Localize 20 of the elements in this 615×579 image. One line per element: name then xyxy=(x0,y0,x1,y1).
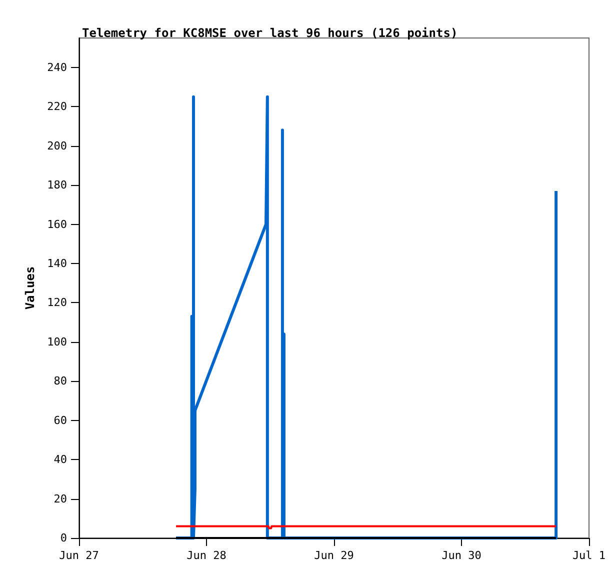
y-tick-label: 200 xyxy=(47,139,67,152)
y-tick-label: 60 xyxy=(54,414,67,427)
x-tick-label: Jul 1 xyxy=(572,549,606,562)
y-tick-label: 160 xyxy=(47,218,67,231)
chart-title: Telemetry for KC8MSE over last 96 hours (126 points) xyxy=(82,26,458,40)
y-tick-label: 80 xyxy=(54,374,67,388)
x-tick-label: Jun 29 xyxy=(314,549,354,562)
x-tick-label: Jun 30 xyxy=(442,549,482,562)
x-tick-label: Jun 28 xyxy=(186,549,226,562)
y-axis-title: Values xyxy=(23,266,38,310)
x-tick-label: Jun 27 xyxy=(59,549,99,562)
y-tick-label: 240 xyxy=(47,60,67,74)
y-tick-label: 180 xyxy=(47,178,67,192)
y-tick-label: 20 xyxy=(54,492,67,506)
y-tick-label: 100 xyxy=(47,335,67,348)
y-tick-label: 0 xyxy=(60,532,67,544)
y-tick-label: 220 xyxy=(47,100,67,114)
y-tick-label: 140 xyxy=(47,256,67,270)
y-tick-label: 120 xyxy=(47,296,67,310)
y-tick-label: 40 xyxy=(54,453,67,466)
